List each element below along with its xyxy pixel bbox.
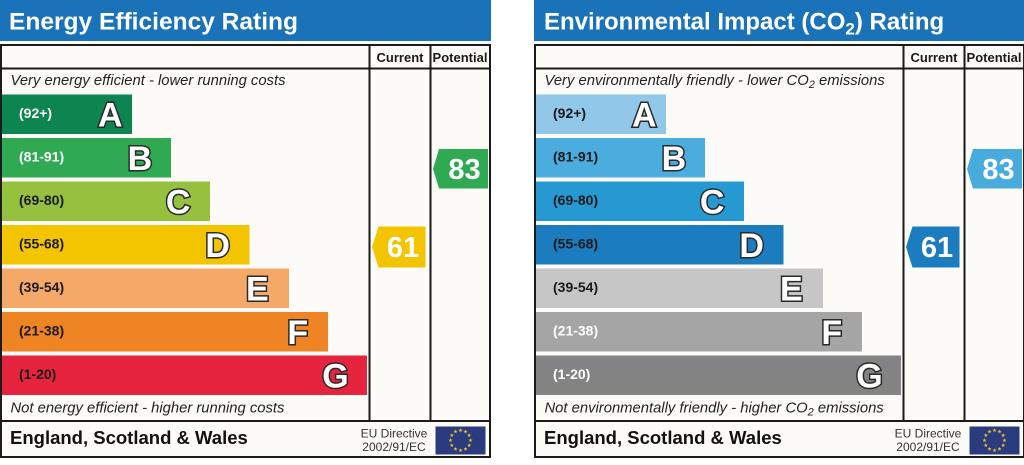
svg-text:C: C [166,184,191,222]
svg-text:(55-68): (55-68) [553,235,598,251]
svg-text:(81-91): (81-91) [19,148,64,164]
svg-text:2002/91/EC: 2002/91/EC [896,440,960,454]
svg-text:83: 83 [448,154,480,186]
svg-text:England, Scotland & Wales: England, Scotland & Wales [10,427,248,448]
svg-text:F: F [287,314,308,352]
svg-text:(39-54): (39-54) [553,279,598,295]
svg-text:D: D [205,227,230,265]
svg-text:England, Scotland & Wales: England, Scotland & Wales [544,427,782,448]
svg-text:Very energy efficient - lower: Very energy efficient - lower running co… [11,73,287,89]
svg-text:Potential: Potential [967,50,1022,65]
svg-text:E: E [246,271,269,309]
svg-text:D: D [739,227,764,265]
svg-text:G: G [856,358,882,396]
svg-text:Very environmentally friendly: Very environmentally friendly - lower CO… [545,73,886,91]
svg-text:61: 61 [387,232,419,264]
svg-text:Environmental Impact (CO2) Rat: Environmental Impact (CO2) Rating [544,9,944,39]
svg-text:F: F [821,314,842,352]
svg-text:Not energy efficient - higher: Not energy efficient - higher running co… [11,400,285,416]
svg-text:Not environmentally friendly -: Not environmentally friendly - higher CO… [545,400,885,418]
svg-text:83: 83 [982,154,1014,186]
svg-text:(69-80): (69-80) [19,192,64,208]
svg-text:Energy Efficiency Rating: Energy Efficiency Rating [9,9,298,36]
svg-text:(81-91): (81-91) [553,148,598,164]
svg-text:A: A [98,97,123,135]
svg-text:EU Directive: EU Directive [895,427,962,441]
svg-text:B: B [662,140,687,178]
svg-text:A: A [632,97,657,135]
svg-text:(1-20): (1-20) [553,366,590,382]
svg-text:E: E [780,271,803,309]
svg-text:B: B [128,140,153,178]
svg-text:(21-38): (21-38) [553,322,598,338]
svg-text:2002/91/EC: 2002/91/EC [362,440,426,454]
svg-text:Potential: Potential [433,50,488,65]
svg-text:61: 61 [921,232,953,264]
svg-text:(92+): (92+) [19,105,52,121]
svg-text:(92+): (92+) [553,105,586,121]
svg-text:(55-68): (55-68) [19,235,64,251]
svg-text:Current: Current [377,50,425,65]
svg-text:C: C [700,184,725,222]
svg-text:Current: Current [911,50,959,65]
svg-text:(1-20): (1-20) [19,366,56,382]
svg-text:(21-38): (21-38) [19,322,64,338]
svg-text:(39-54): (39-54) [19,279,64,295]
svg-text:G: G [322,358,348,396]
svg-text:EU Directive: EU Directive [361,427,428,441]
svg-text:(69-80): (69-80) [553,192,598,208]
